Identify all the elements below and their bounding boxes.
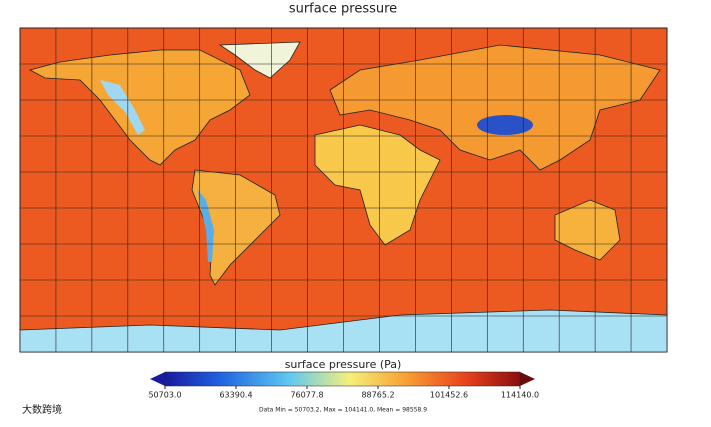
africa xyxy=(314,124,441,246)
map xyxy=(19,27,668,353)
colorbar-tick-label: 76077.8 xyxy=(290,391,323,400)
colorbar-tick-label: 101452.6 xyxy=(430,391,468,400)
colorbar xyxy=(164,371,521,387)
stats: Data Min = 50703.2, Max = 104141.0, Mean… xyxy=(259,407,427,414)
colorbar-max-arrow xyxy=(520,372,535,386)
watermark: 大数跨境 xyxy=(22,403,62,416)
graticule xyxy=(20,28,667,352)
colorbar-tick-label: 88765.2 xyxy=(361,391,394,400)
colorbar-tick-label: 50703.0 xyxy=(148,391,181,400)
greenland xyxy=(218,41,301,79)
australia xyxy=(554,199,621,261)
colorbar-min-arrow xyxy=(150,372,165,386)
south-america xyxy=(191,169,281,286)
colorbar-label: surface pressure (Pa) xyxy=(285,358,402,371)
eurasia xyxy=(329,44,661,171)
map-title: surface pressure xyxy=(289,2,397,17)
colorbar-tick-label: 63390.4 xyxy=(219,391,252,400)
rockies xyxy=(100,80,145,135)
tibet xyxy=(477,115,533,135)
colorbar-ticks: 50703.0 63390.4 76077.8 88765.2 101452.6 1141… xyxy=(148,386,539,400)
colorbar-tick-label: 114140.0 xyxy=(501,391,539,400)
